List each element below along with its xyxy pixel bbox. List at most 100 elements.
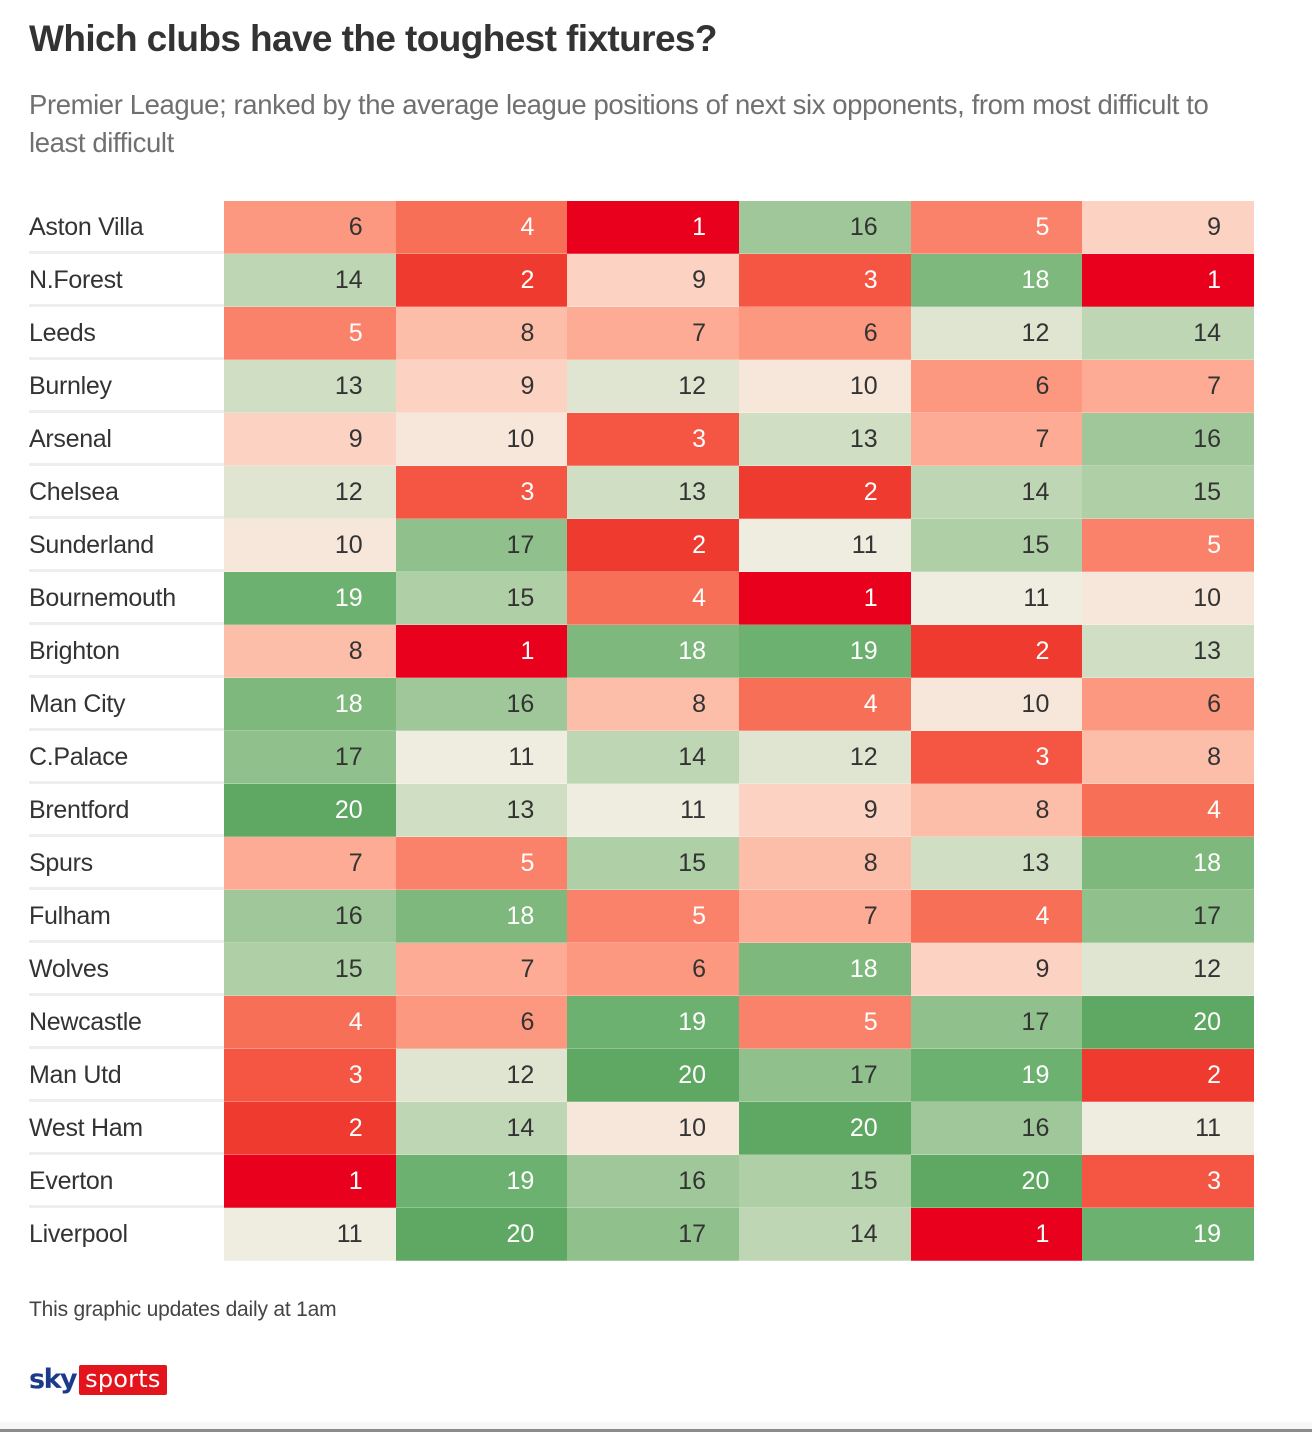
heatmap-cell: 3 [395, 466, 568, 519]
heatmap-cell: 6 [910, 360, 1083, 413]
heatmap-cell: 4 [739, 678, 911, 731]
heatmap-cell: 2 [567, 519, 740, 572]
heatmap-cell: 18 [395, 890, 568, 943]
sky-sports-logo: sky sports [29, 1364, 167, 1395]
club-label: Burnley [29, 360, 224, 413]
heatmap-cell: 2 [395, 254, 568, 307]
heatmap-row: N.Forest 14 2 9 3 18 1 [29, 254, 1255, 307]
heatmap-cells: 8 1 18 19 2 13 [224, 625, 1255, 678]
heatmap-cell: 8 [1082, 731, 1255, 784]
heatmap-cell: 1 [1082, 254, 1255, 307]
heatmap-cell: 10 [224, 519, 396, 572]
heatmap-cell: 15 [910, 519, 1083, 572]
heatmap-cell: 18 [739, 943, 911, 996]
heatmap-cell: 14 [567, 731, 740, 784]
heatmap-cell: 4 [567, 572, 740, 625]
heatmap-cell: 7 [395, 943, 568, 996]
heatmap-cell: 18 [910, 254, 1083, 307]
heatmap-cell: 13 [395, 784, 568, 837]
heatmap-row: Man Utd 3 12 20 17 19 2 [29, 1049, 1255, 1102]
heatmap-cell: 19 [1082, 1208, 1255, 1261]
club-label: Spurs [29, 837, 224, 890]
heatmap-cell: 6 [567, 943, 740, 996]
club-label: Leeds [29, 307, 224, 360]
heatmap-cell: 17 [1082, 890, 1255, 943]
heatmap-cell: 13 [224, 360, 396, 413]
club-label: Brighton [29, 625, 224, 678]
heatmap-cell: 12 [910, 307, 1083, 360]
heatmap-cells: 11 20 17 14 1 19 [224, 1208, 1255, 1261]
club-label: Brentford [29, 784, 224, 837]
heatmap-cell: 14 [910, 466, 1083, 519]
heatmap-row: Liverpool 11 20 17 14 1 19 [29, 1208, 1255, 1261]
heatmap-cell: 7 [567, 307, 740, 360]
club-label: Arsenal [29, 413, 224, 466]
heatmap-cell: 11 [739, 519, 911, 572]
heatmap-cell: 7 [224, 837, 396, 890]
heatmap-cells: 15 7 6 18 9 12 [224, 943, 1255, 996]
heatmap-cell: 5 [739, 996, 911, 1049]
heatmap-cell: 19 [739, 625, 911, 678]
heatmap-cell: 13 [1082, 625, 1255, 678]
heatmap-cell: 3 [910, 731, 1083, 784]
heatmap-cells: 4 6 19 5 17 20 [224, 996, 1255, 1049]
heatmap-cell: 8 [739, 837, 911, 890]
heatmap-cell: 6 [395, 996, 568, 1049]
heatmap-row: Chelsea 12 3 13 2 14 15 [29, 466, 1255, 519]
club-label: West Ham [29, 1102, 224, 1155]
heatmap-cells: 13 9 12 10 6 7 [224, 360, 1255, 413]
heatmap-cell: 12 [739, 731, 911, 784]
heatmap-row: C.Palace 17 11 14 12 3 8 [29, 731, 1255, 784]
heatmap-row: Brighton 8 1 18 19 2 13 [29, 625, 1255, 678]
bottom-divider [0, 1429, 1312, 1432]
heatmap-cell: 5 [1082, 519, 1255, 572]
heatmap-cell: 7 [910, 413, 1083, 466]
heatmap-row: Spurs 7 5 15 8 13 18 [29, 837, 1255, 890]
heatmap-cell: 15 [1082, 466, 1255, 519]
heatmap-cell: 3 [739, 254, 911, 307]
footer-note: This graphic updates daily at 1am [29, 1298, 337, 1321]
heatmap-cell: 13 [739, 413, 911, 466]
heatmap-cell: 19 [395, 1155, 568, 1208]
heatmap-cell: 11 [395, 731, 568, 784]
heatmap-cell: 13 [567, 466, 740, 519]
heatmap-cell: 14 [739, 1208, 911, 1261]
heatmap-row: Sunderland 10 17 2 11 15 5 [29, 519, 1255, 572]
heatmap-cell: 1 [567, 201, 740, 254]
heatmap-cell: 18 [567, 625, 740, 678]
heatmap-cell: 6 [739, 307, 911, 360]
heatmap-row: Leeds 5 8 7 6 12 14 [29, 307, 1255, 360]
heatmap-cell: 4 [1082, 784, 1255, 837]
heatmap-cell: 3 [567, 413, 740, 466]
heatmap-cell: 9 [395, 360, 568, 413]
heatmap-cell: 5 [910, 201, 1083, 254]
heatmap-cell: 1 [739, 572, 911, 625]
heatmap-cell: 2 [910, 625, 1083, 678]
heatmap-cells: 14 2 9 3 18 1 [224, 254, 1255, 307]
heatmap-row: Fulham 16 18 5 7 4 17 [29, 890, 1255, 943]
heatmap-cell: 20 [395, 1208, 568, 1261]
heatmap-cell: 14 [224, 254, 396, 307]
club-label: C.Palace [29, 731, 224, 784]
heatmap-cell: 9 [910, 943, 1083, 996]
chart-title: Which clubs have the toughest fixtures? [29, 18, 718, 59]
heatmap-cell: 8 [567, 678, 740, 731]
heatmap-cell: 5 [224, 307, 396, 360]
heatmap-cell: 1 [910, 1208, 1083, 1261]
club-label: Man Utd [29, 1049, 224, 1102]
club-label: Liverpool [29, 1220, 128, 1248]
bottom-band [0, 1422, 1312, 1429]
heatmap-cell: 7 [739, 890, 911, 943]
heatmap-cell: 16 [1082, 413, 1255, 466]
heatmap-cells: 1 19 16 15 20 3 [224, 1155, 1255, 1208]
club-label: Everton [29, 1155, 224, 1208]
heatmap-cells: 12 3 13 2 14 15 [224, 466, 1255, 519]
heatmap-cell: 10 [910, 678, 1083, 731]
heatmap-cells: 10 17 2 11 15 5 [224, 519, 1255, 572]
heatmap-cell: 19 [910, 1049, 1083, 1102]
heatmap-cell: 12 [567, 360, 740, 413]
heatmap-cell: 6 [1082, 678, 1255, 731]
heatmap-cell: 11 [1082, 1102, 1255, 1155]
club-label: Newcastle [29, 996, 224, 1049]
heatmap-cell: 15 [395, 572, 568, 625]
